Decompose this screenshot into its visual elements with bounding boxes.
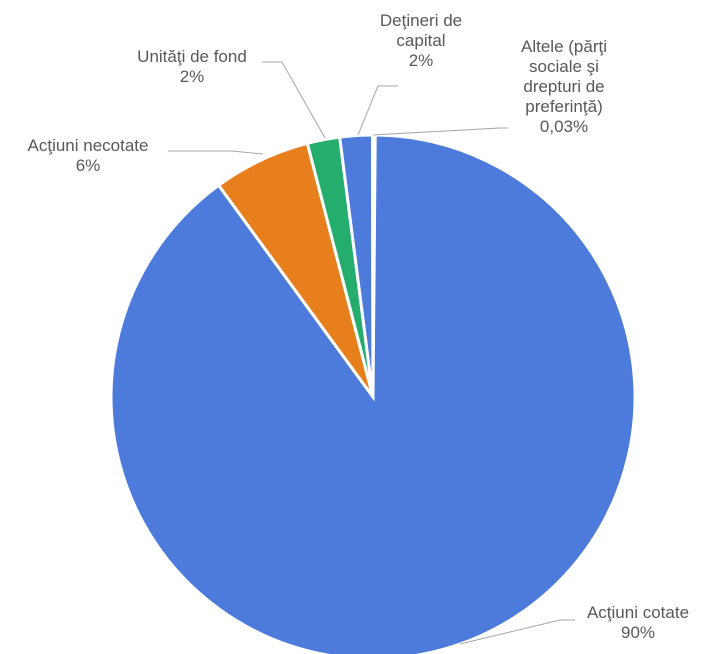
leader-lines-layer [168,61,575,645]
data-label-line: sociale şi [529,57,599,76]
data-label-line: Acţiuni necotate [28,136,149,155]
data-label-value: 2% [180,67,205,86]
data-label-value: 2% [409,51,434,70]
data-label-value: 0,03% [540,117,588,136]
data-label-altele-parti-sociale-si-drepturi-de-preferinta: Altele (părţi sociale şi drepturi de prefer… [521,37,607,136]
leader-line-detineri-de-capital [357,85,398,136]
data-label-unitati-de-fond: Unităţi de fond 2% [137,47,247,86]
data-label-value: 6% [76,156,101,175]
data-label-line: preferinţă) [525,97,602,116]
data-label-actiuni-necotate: Acţiuni necotate 6% [28,136,149,175]
data-label-line: drepturi de [523,77,604,96]
leader-line-actiuni-cotate [459,619,575,645]
leader-line-altele-parti-sociale-si-drepturi-de-preferinta [372,127,508,136]
data-label-detineri-de-capital: Deţineri de capital 2% [380,11,462,70]
leader-line-unitati-de-fond [262,61,326,139]
data-label-line: capital [396,31,445,50]
data-label-actiuni-cotate: Acţiuni cotate 90% [587,603,689,642]
data-label-line: Altele (părţi [521,37,607,56]
labels-layer: Acţiuni cotate 90% Acţiuni necotate 6% Unită… [28,11,690,642]
data-label-value: 90% [621,623,655,642]
leader-line-actiuni-necotate [168,150,264,155]
data-label-line: Acţiuni cotate [587,603,689,622]
data-label-line: Deţineri de [380,11,462,30]
slices-layer [109,133,637,654]
slice-actiuni-cotate [109,133,637,654]
data-label-line: Unităţi de fond [137,47,247,66]
